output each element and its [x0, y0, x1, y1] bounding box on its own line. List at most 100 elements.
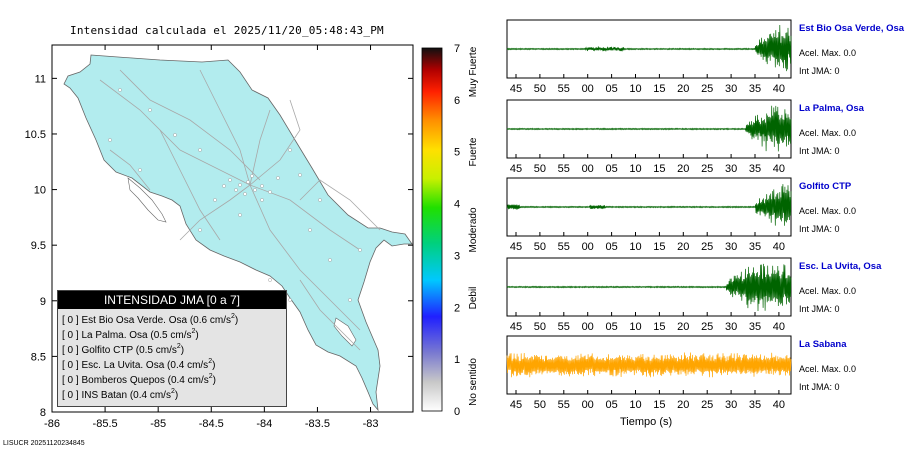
legend-item-text: Esc. La Uvita. Osa (0.4 cm/s [81, 360, 209, 371]
time-tick-label: 15 [653, 399, 665, 411]
legend-item-sup: 2 [170, 388, 175, 395]
footer-id: LISUCR 20251120234845 [3, 440, 85, 447]
legend-item-intensity: [ 0 ] [62, 330, 79, 341]
station-dot [228, 178, 232, 182]
legend-item: [ 0 ] Bomberos Quepos (0.4 cm/s2) [58, 373, 286, 388]
time-tick-label: 25 [701, 241, 713, 253]
colorbar-tick-label: 3 [454, 250, 460, 262]
time-tick-label: 35 [749, 83, 761, 95]
station-dot [268, 278, 272, 282]
legend-item: [ 0 ] Esc. La Uvita. Osa (0.4 cm/s2) [58, 358, 286, 373]
lat-tick-label: 9.5 [31, 240, 46, 252]
time-tick-label: 45 [510, 163, 522, 175]
time-tick-label: 50 [534, 163, 546, 175]
road-line [249, 109, 271, 186]
lon-tick-label: -84.5 [199, 418, 224, 430]
station-dot [328, 258, 332, 262]
colorbar-class-label: Fuerte [468, 137, 479, 166]
station-dot [246, 180, 250, 184]
station-dot [234, 188, 238, 192]
time-tick-label: 50 [534, 241, 546, 253]
lat-tick-label: 8 [40, 407, 46, 419]
time-tick-label: 15 [653, 241, 665, 253]
lat-tick-label: 8.5 [31, 351, 46, 363]
legend-item-intensity: [ 0 ] [62, 360, 79, 371]
colorbar-tick-label: 4 [454, 199, 460, 211]
time-axis-label: Tiempo (s) [620, 416, 673, 428]
seismogram-panel: 45 50 55 00 05 10 15 20 25 30 35 40 [506, 335, 792, 411]
seismogram-panel: 45 50 55 00 05 10 15 20 25 30 35 40 [506, 257, 792, 333]
legend-title: INTENSIDAD JMA [0 a 7] [58, 291, 286, 309]
time-tick-label: 30 [725, 163, 737, 175]
lat-tick-label: 10.5 [25, 129, 46, 141]
time-tick-label: 20 [677, 83, 689, 95]
time-tick-label: 45 [510, 321, 522, 333]
legend-item: [ 0 ] La Palma. Osa (0.5 cm/s2) [58, 328, 286, 343]
road-line [109, 149, 151, 191]
lon-tick-label: -85 [150, 418, 166, 430]
station-int-jma: Int JMA: 0 [799, 66, 840, 76]
time-tick-label: 30 [725, 321, 737, 333]
station-name: Est Bio Osa Verde, Osa [799, 23, 905, 34]
lon-tick-label: -85.5 [93, 418, 118, 430]
station-dot [288, 298, 292, 302]
time-tick-label: 40 [773, 83, 785, 95]
legend-item-sup: 2 [208, 373, 213, 380]
time-tick-label: 20 [677, 399, 689, 411]
time-tick-label: 40 [773, 241, 785, 253]
map-title: Intensidad calculada el 2025/11/20_05:48… [70, 24, 384, 37]
station-dot [318, 198, 322, 202]
station-dot [348, 298, 352, 302]
legend-item-text: Golfito CTP (0.5 cm/s [81, 345, 177, 356]
road-line [299, 179, 381, 231]
station-dot [238, 183, 242, 187]
time-tick-label: 20 [677, 163, 689, 175]
time-tick-label: 05 [605, 399, 617, 411]
colorbar-class-label: Moderado [468, 207, 479, 252]
legend-item-text: Est Bio Osa Verde. Osa (0.6 cm/s [81, 315, 231, 326]
station-dot [118, 88, 122, 92]
station-dot [260, 198, 264, 202]
station-dot [213, 198, 217, 202]
time-tick-label: 35 [749, 321, 761, 333]
legend-item-text: INS Batan (0.4 cm/s [81, 390, 171, 401]
colorbar-class-label: No sentido [468, 358, 479, 406]
station-dot [358, 248, 362, 252]
time-tick-label: 25 [701, 321, 713, 333]
legend-item: [ 0 ] Golfito CTP (0.5 cm/s2) [58, 343, 286, 358]
colorbar-tick-label: 6 [454, 95, 460, 107]
station-int-jma: Int JMA: 0 [799, 146, 840, 156]
road-line [159, 129, 221, 241]
colorbar-tick-label: 1 [454, 354, 460, 366]
time-tick-label: 25 [701, 399, 713, 411]
station-dot [108, 138, 112, 142]
time-tick-label: 25 [701, 83, 713, 95]
colorbar-class-label: Muy Fuerte [468, 46, 479, 97]
legend-item-sup: 2 [230, 313, 235, 320]
country-shape [63, 54, 413, 412]
seismogram-panel: 45 50 55 00 05 10 15 20 25 30 35 40 [506, 99, 792, 175]
lat-tick-label: 10 [34, 185, 46, 197]
lat-tick-label: 11 [35, 73, 46, 85]
time-tick-label: 30 [725, 241, 737, 253]
seismogram-trace [506, 263, 792, 312]
time-tick-label: 00 [582, 163, 594, 175]
station-dot [308, 228, 312, 232]
legend-item-text: La Palma. Osa (0.5 cm/s [81, 330, 192, 341]
time-tick-label: 55 [558, 321, 570, 333]
time-tick-label: 45 [510, 83, 522, 95]
station-dot [276, 176, 280, 180]
legend-item-intensity: [ 0 ] [62, 375, 79, 386]
time-tick-label: 10 [629, 241, 641, 253]
legend-item-intensity: [ 0 ] [62, 390, 79, 401]
time-tick-label: 30 [725, 399, 737, 411]
station-name: Golfito CTP [799, 181, 852, 192]
gulf-nicoya [127, 177, 167, 223]
road-line [249, 99, 301, 186]
time-tick-label: 40 [773, 163, 785, 175]
time-tick-label: 45 [510, 399, 522, 411]
time-tick-label: 55 [558, 83, 570, 95]
time-tick-label: 10 [629, 321, 641, 333]
time-tick-label: 20 [677, 321, 689, 333]
time-tick-label: 05 [605, 321, 617, 333]
